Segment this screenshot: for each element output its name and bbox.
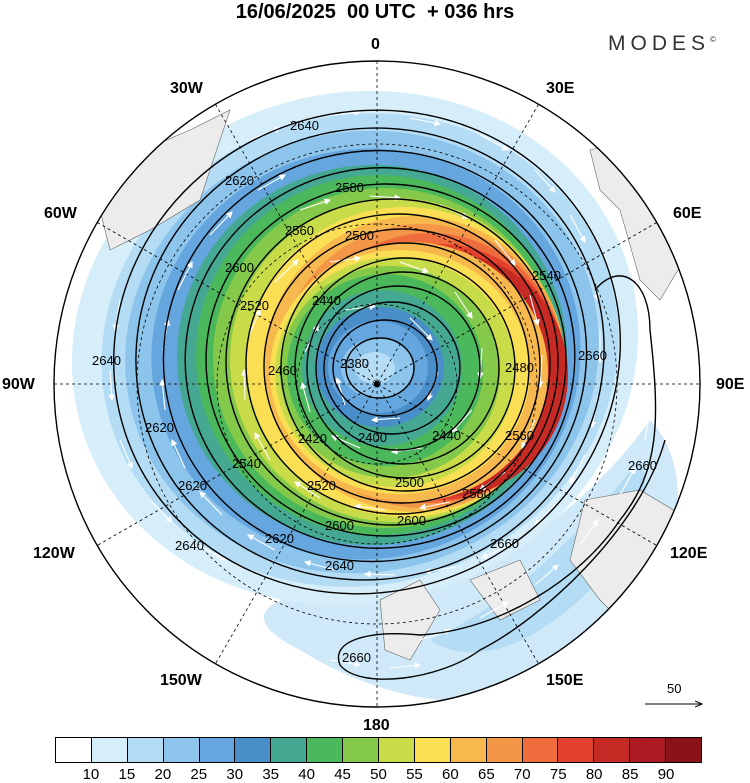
contour-label-2540: 2540 (232, 456, 261, 471)
contour-label-2580b: 2580 (462, 486, 491, 501)
contour-label-2400: 2400 (358, 430, 387, 445)
contour-label-2480: 2480 (505, 360, 534, 375)
colorbar-cell (163, 738, 200, 762)
colorbar-tick-label: 50 (370, 766, 387, 783)
colorbar-tick-label: 15 (118, 766, 136, 783)
reference-vector-label: 50 (667, 681, 682, 696)
colorbar-cell (307, 738, 344, 762)
contour-label-2620d: 2620 (178, 478, 207, 493)
colorbar-cell (522, 738, 559, 762)
colorbar-tick-label: 35 (262, 766, 279, 783)
contour-label-2500: 2500 (345, 228, 374, 243)
contour-label-2640d: 2640 (92, 353, 121, 368)
colorbar-cell (666, 738, 702, 762)
map-title: 16/06/2025 00 UTC + 036 hrs (235, 1, 515, 23)
contour-label-2440b: 2440 (432, 428, 461, 443)
colorbar-tick-label: 80 (585, 766, 603, 783)
pole-marker (374, 381, 380, 387)
contour-label-2560b: 2560 (505, 428, 534, 443)
lon-label-90W: 90W (2, 376, 35, 393)
lon-label-150W: 150W (160, 672, 202, 689)
outer-wind-band (263, 420, 678, 702)
map-frame (53, 60, 701, 708)
colorbar-cell (56, 738, 92, 762)
colorbar-tick-label: 70 (513, 766, 531, 783)
contour-label-2600: 2600 (225, 260, 254, 275)
lon-label-180: 180 (363, 717, 390, 734)
lon-label-150E: 150E (546, 672, 584, 689)
contour-label-2500b: 2500 (395, 475, 424, 490)
contour-label-2520b: 2520 (307, 478, 336, 493)
contour-label-2380: 2380 (340, 356, 369, 371)
colorbar-tick-label: 40 (298, 766, 315, 783)
lon-label-90E: 90E (716, 376, 745, 393)
lon-label-60E: 60E (673, 205, 702, 222)
colorbar (55, 737, 702, 763)
contour-label-2660c: 2660 (628, 458, 657, 473)
colorbar-tick-label: 65 (477, 766, 495, 783)
contour-label-2600b: 2600 (325, 518, 354, 533)
colorbar-tick-label: 60 (442, 766, 459, 783)
colorbar-tick-label: 55 (406, 766, 423, 783)
lon-label-0: 0 (371, 36, 380, 53)
brand-mark: © (710, 35, 716, 44)
colorbar-tick-label: 75 (549, 766, 567, 783)
colorbar-cell (343, 738, 380, 762)
colorbar-tick-label: 25 (190, 766, 208, 783)
contour-label-2420: 2420 (298, 431, 327, 446)
colorbar-cell (199, 738, 236, 762)
contour-label-2600c: 2600 (397, 513, 426, 528)
contour-label-2660d: 2660 (342, 650, 371, 665)
colorbar-tick-label: 90 (657, 766, 675, 783)
colorbar-cell (91, 738, 128, 762)
colorbar-cell (630, 738, 667, 762)
colorbar-tick-label: 85 (621, 766, 639, 783)
height-contours (113, 109, 666, 680)
contour-label-2660: 2660 (490, 536, 519, 551)
colorbar-tick-label: 10 (82, 766, 100, 783)
contour-label-2580: 2580 (335, 180, 364, 195)
colorbar-cell (271, 738, 308, 762)
colorbar-cell (486, 738, 523, 762)
lon-label-30W: 30W (170, 80, 203, 97)
lon-label-120E: 120E (670, 545, 708, 562)
contour-label-2620: 2620 (225, 173, 254, 188)
lon-label-120W: 120W (33, 545, 75, 562)
colorbar-cell (594, 738, 631, 762)
contour-label-2560: 2560 (285, 223, 314, 238)
contour-label-2640b: 2640 (325, 558, 354, 573)
colorbar-tick-label: 30 (226, 766, 244, 783)
contour-label-2620b: 2620 (265, 531, 294, 546)
contour-label-2540b: 2540 (532, 268, 561, 283)
colorbar-cell (379, 738, 415, 762)
lon-label-60W: 60W (44, 205, 77, 222)
contour-label-2520: 2520 (240, 298, 269, 313)
wind-shading (71, 90, 639, 606)
colorbar-cell (127, 738, 164, 762)
colorbar-cell (414, 738, 451, 762)
colorbar-cell (235, 738, 272, 762)
colorbar-cell (450, 738, 487, 762)
map-disc (54, 61, 700, 707)
brand-text: MODES (608, 32, 711, 55)
contour-label-2640c: 2640 (175, 538, 204, 553)
contour-labels: 2640 2620 2580 2560 2500 2600 2520 2440 … (92, 118, 657, 665)
contour-label-2660b: 2660 (578, 348, 607, 363)
contour-label-2620c: 2620 (145, 420, 174, 435)
lon-label-30E: 30E (546, 80, 575, 97)
colorbar-cell (558, 738, 595, 762)
contour-label-2460: 2460 (268, 363, 297, 378)
brand-logo: MODES© (608, 32, 716, 56)
colorbar-tick-label: 20 (154, 766, 172, 783)
colorbar-tick-label: 45 (334, 766, 351, 783)
contour-label-2640: 2640 (290, 118, 319, 133)
contour-label-2440: 2440 (312, 293, 341, 308)
